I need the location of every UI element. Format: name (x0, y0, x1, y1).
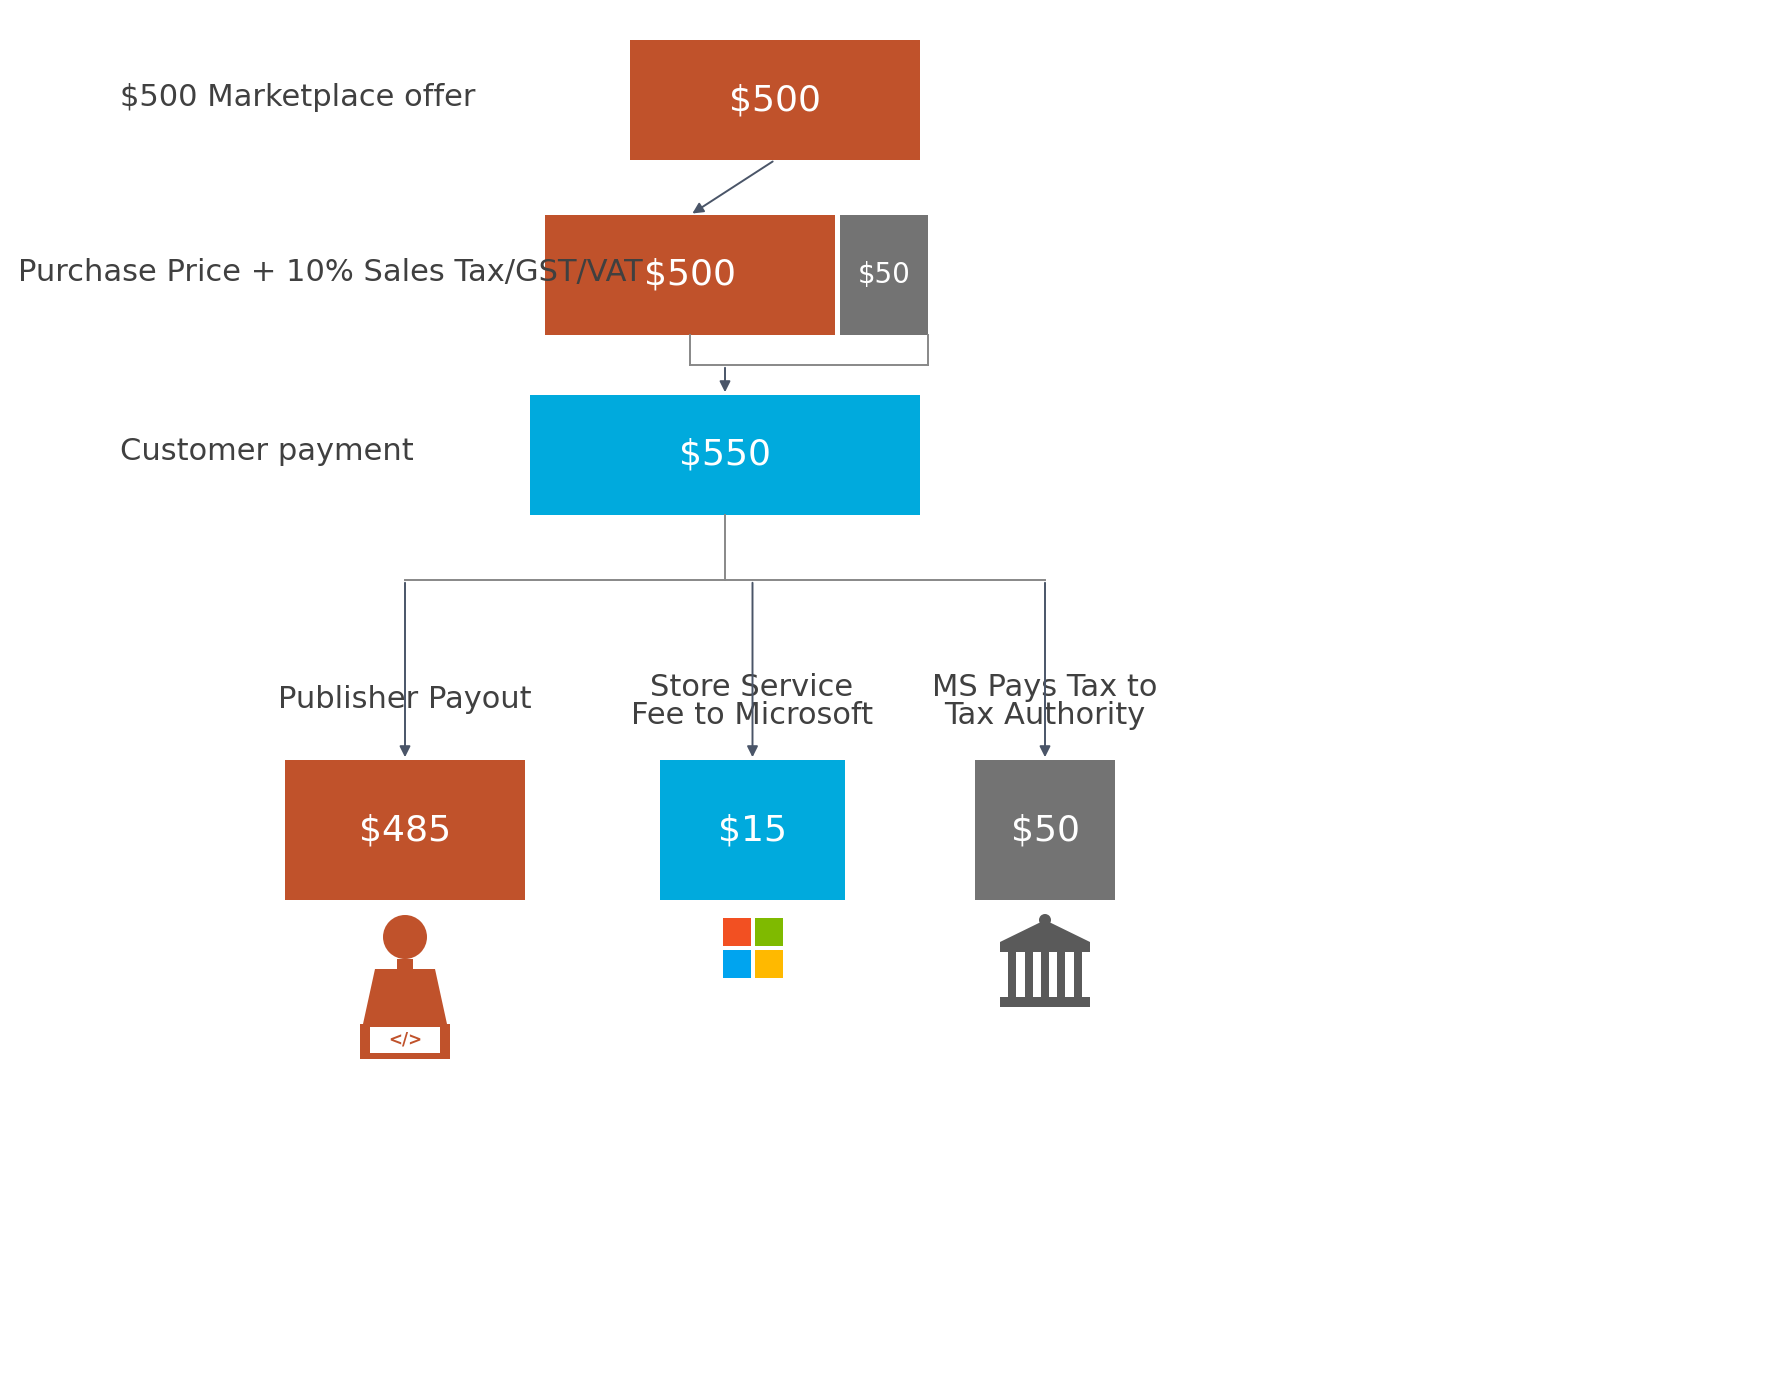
Text: Store Service: Store Service (650, 674, 854, 703)
Bar (839, 215, 927, 335)
Bar (754, 918, 782, 947)
Bar (659, 760, 845, 900)
Text: </>: </> (388, 1031, 422, 1049)
Text: $500 Marketplace offer: $500 Marketplace offer (119, 83, 476, 112)
Text: MS Pays Tax to: MS Pays Tax to (932, 674, 1157, 703)
Polygon shape (364, 969, 447, 1024)
Bar (1025, 952, 1032, 996)
Text: $15: $15 (718, 812, 786, 847)
Bar (1000, 943, 1089, 952)
Text: $485: $485 (358, 812, 451, 847)
Bar (1057, 952, 1064, 996)
Bar (1073, 952, 1082, 996)
Bar (285, 760, 524, 900)
Bar (975, 760, 1114, 900)
Text: Purchase Price + 10% Sales Tax/GST/VAT: Purchase Price + 10% Sales Tax/GST/VAT (18, 257, 642, 286)
Bar (1000, 996, 1089, 1008)
Text: $50: $50 (857, 262, 911, 289)
Text: $500: $500 (729, 83, 820, 118)
Bar (371, 1027, 440, 1053)
Bar (545, 215, 834, 335)
Bar (1041, 952, 1048, 996)
Bar (1009, 952, 1016, 996)
Text: Fee to Microsoft: Fee to Microsoft (631, 700, 873, 729)
Text: Tax Authority: Tax Authority (944, 700, 1146, 729)
Polygon shape (1000, 920, 1089, 943)
Circle shape (383, 915, 426, 959)
Bar (397, 959, 413, 969)
Bar (360, 1024, 449, 1059)
Bar (722, 949, 750, 978)
Text: Customer payment: Customer payment (119, 437, 413, 466)
Bar (754, 949, 782, 978)
Bar (722, 918, 750, 947)
Circle shape (1039, 913, 1050, 926)
Bar (529, 394, 920, 515)
Text: Publisher Payout: Publisher Payout (278, 685, 531, 714)
Text: $550: $550 (679, 437, 770, 472)
Bar (629, 40, 920, 161)
Text: $500: $500 (643, 257, 736, 292)
Text: $50: $50 (1010, 812, 1078, 847)
